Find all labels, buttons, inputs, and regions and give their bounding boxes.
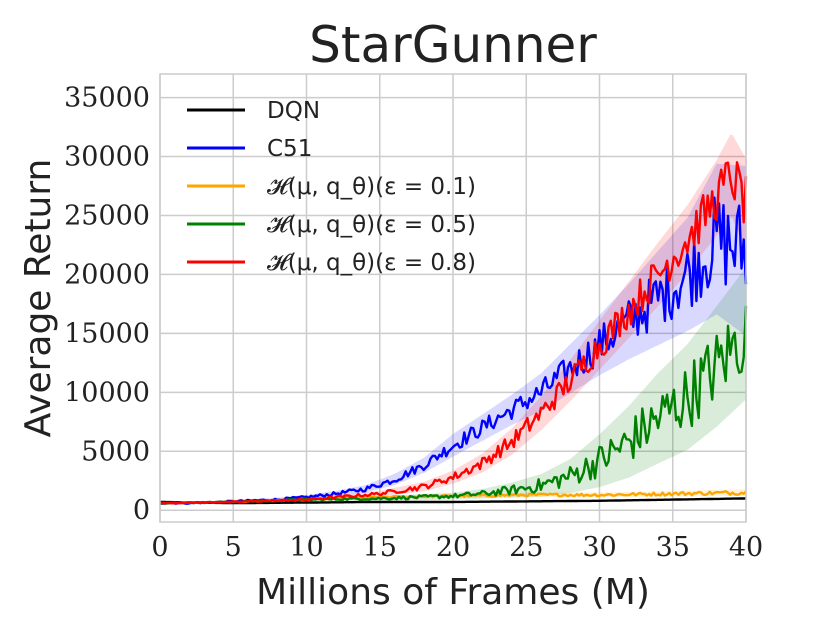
y-axis-label: Average Return xyxy=(18,159,59,438)
x-axis-label: Millions of Frames (M) xyxy=(256,572,650,613)
series-band-4 xyxy=(160,134,746,504)
legend-label-3: 𝓗(μ, q_θ)(ε = 0.5) xyxy=(267,212,476,238)
y-tick-label: 35000 xyxy=(64,83,150,114)
y-tick-label: 5000 xyxy=(81,436,150,467)
chart-title: StarGunner xyxy=(309,16,597,74)
y-tick-label: 0 xyxy=(133,495,150,526)
series-band-1 xyxy=(160,163,746,505)
y-tick-label: 25000 xyxy=(64,200,150,231)
x-tick-label: 30 xyxy=(582,532,616,563)
legend-label-4: 𝓗(μ, q_θ)(ε = 0.8) xyxy=(267,250,476,276)
plot-area xyxy=(159,73,748,523)
series-band-3 xyxy=(160,267,746,504)
x-tick-label: 20 xyxy=(436,532,470,563)
x-tick-label: 10 xyxy=(289,532,323,563)
y-axis-ticks: 0 5000 10000 15000 20000 25000 30000 35000 xyxy=(64,83,150,527)
x-tick-label: 40 xyxy=(729,532,763,563)
y-tick-label: 30000 xyxy=(64,142,150,173)
x-axis-ticks: 0 5 10 15 20 25 30 35 40 xyxy=(151,532,763,563)
series-line-0 xyxy=(160,497,747,505)
grid xyxy=(159,74,747,522)
x-tick-label: 0 xyxy=(151,532,168,563)
x-tick-label: 25 xyxy=(509,532,543,563)
y-tick-label: 15000 xyxy=(64,318,150,349)
legend-label-2: 𝓗(μ, q_θ)(ε = 0.1) xyxy=(267,174,476,200)
legend-label-0: DQN xyxy=(267,98,320,124)
x-tick-label: 5 xyxy=(225,532,242,563)
plot-frame xyxy=(159,73,747,523)
series-lines xyxy=(159,161,748,505)
x-tick-label: 35 xyxy=(656,532,690,563)
legend: DQN C51 𝓗(μ, q_θ)(ε = 0.1) 𝓗(μ, q_θ)(ε = 0.… xyxy=(187,98,476,276)
series-line-4 xyxy=(159,161,748,505)
x-tick-label: 15 xyxy=(363,532,397,563)
y-tick-label: 20000 xyxy=(64,259,150,290)
y-tick-label: 10000 xyxy=(64,377,150,408)
legend-label-1: C51 xyxy=(267,136,312,162)
